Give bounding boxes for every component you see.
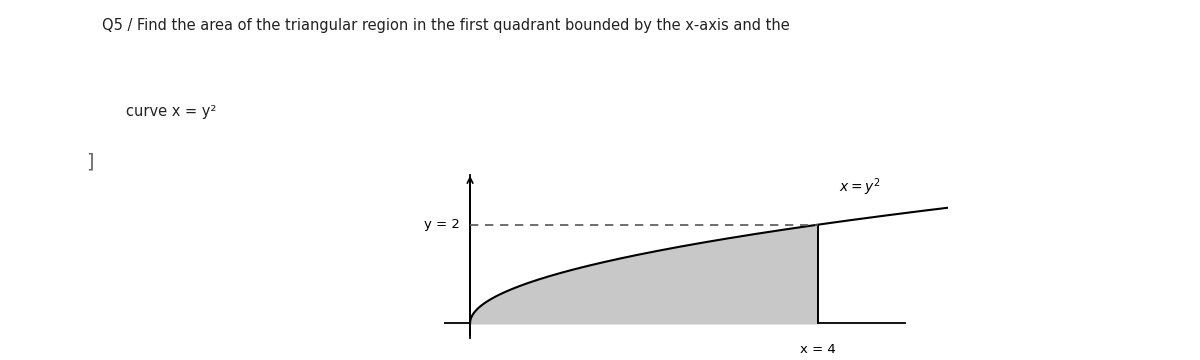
Text: x = 4: x = 4 [799, 343, 835, 356]
Text: $x = y^2$: $x = y^2$ [839, 176, 881, 198]
Text: Q5 / Find the area of the triangular region in the first quadrant bounded by the: Q5 / Find the area of the triangular reg… [102, 18, 790, 33]
Text: curve x = y²: curve x = y² [126, 104, 216, 120]
Text: ]: ] [86, 152, 94, 171]
Text: y = 2: y = 2 [424, 218, 460, 231]
